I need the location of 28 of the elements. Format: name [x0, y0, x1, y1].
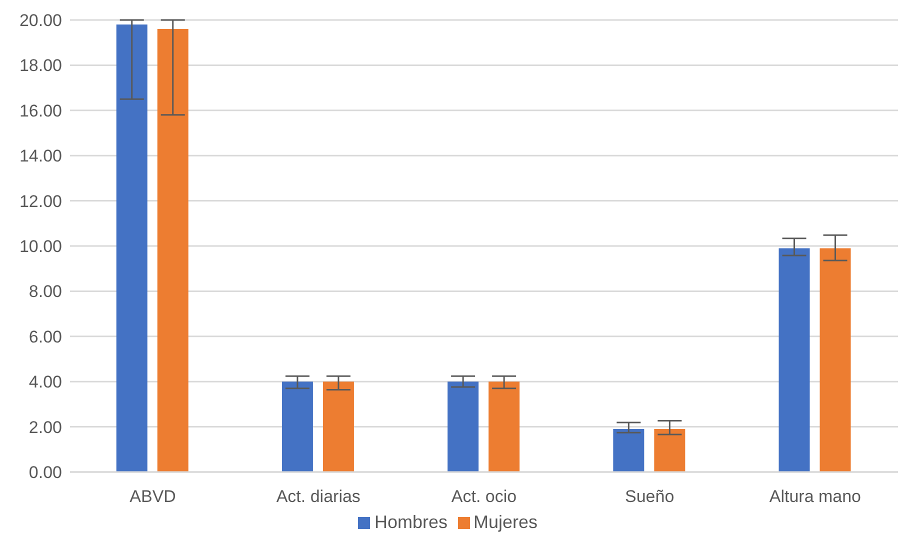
bar: [322, 382, 354, 472]
legend-label: Mujeres: [474, 512, 538, 532]
bar: [613, 429, 644, 472]
y-tick-label: 0.00: [28, 463, 62, 482]
y-tick-label: 8.00: [28, 282, 62, 302]
bar: [488, 382, 520, 472]
bar: [116, 24, 148, 472]
y-tick-label: 2.00: [28, 418, 62, 437]
y-tick-label: 10.00: [19, 237, 62, 256]
bar: [157, 29, 188, 472]
bar: [778, 248, 810, 472]
y-tick-label: 12.00: [19, 192, 62, 211]
legend-label: Hombres: [374, 512, 448, 532]
bar: [654, 429, 686, 472]
x-tick-label: Sueño: [625, 487, 674, 506]
y-tick-label: 20.00: [19, 11, 62, 30]
y-tick-label: 6.00: [28, 327, 62, 346]
x-tick-label: Act. ocio: [451, 487, 517, 506]
x-tick-label: Act. diarias: [276, 487, 360, 506]
y-tick-label: 4.00: [28, 372, 62, 392]
y-tick-label: 18.00: [19, 56, 62, 76]
bar: [282, 382, 313, 472]
y-tick-label: 16.00: [19, 101, 62, 120]
bar: [448, 382, 479, 472]
y-tick-label: 14.00: [19, 146, 62, 166]
x-tick-label: Altura mano: [769, 487, 862, 506]
bar: [820, 248, 851, 472]
x-tick-label: ABVD: [130, 487, 176, 506]
